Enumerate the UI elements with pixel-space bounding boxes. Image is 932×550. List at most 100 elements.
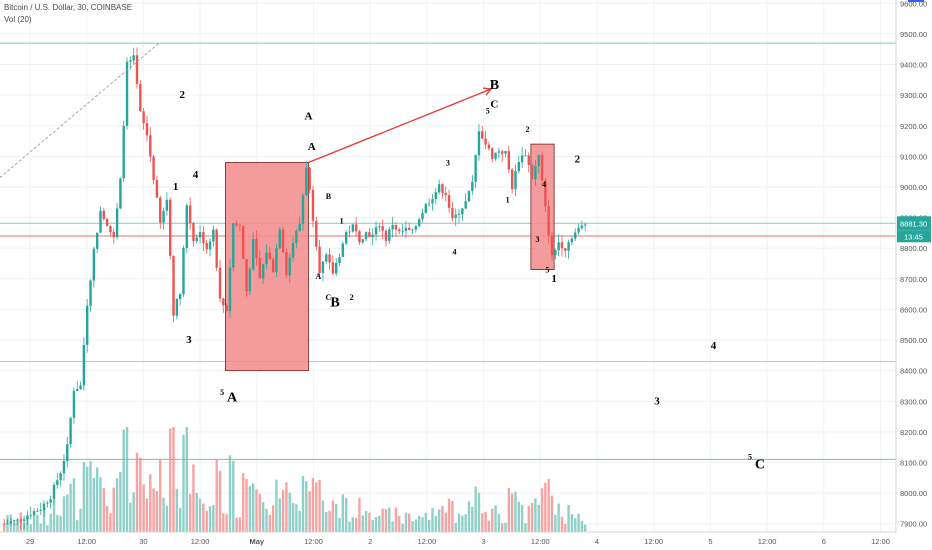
annotation-rectangles xyxy=(225,143,555,372)
volume-bar xyxy=(228,455,232,532)
volume-bar xyxy=(139,457,142,532)
volume-bar xyxy=(52,500,56,532)
volume-bar xyxy=(205,510,208,532)
candle-body xyxy=(298,223,301,231)
volume-bar xyxy=(248,486,252,532)
candle-body xyxy=(212,229,215,242)
time-tick-label: 12:00 xyxy=(77,537,96,546)
volume-bar xyxy=(411,521,414,532)
volume-bar xyxy=(510,493,514,532)
volume-bar xyxy=(188,493,192,532)
candle-body xyxy=(188,205,192,223)
volume-bar xyxy=(318,479,321,532)
price-tick-label: 8800.00 xyxy=(900,244,927,253)
candle-body xyxy=(89,280,92,306)
countdown-label: 13:45 xyxy=(904,232,923,241)
volume-bar xyxy=(364,510,368,532)
candle-body xyxy=(534,166,537,180)
candle-body xyxy=(245,258,248,292)
wave-label: C xyxy=(325,293,331,302)
volume-bar xyxy=(481,513,484,532)
volume-bar xyxy=(169,428,172,532)
candle-body xyxy=(457,214,461,215)
volume-indicator-label[interactable]: Vol (20) xyxy=(4,15,32,24)
grid xyxy=(0,0,896,532)
candle-body xyxy=(42,503,46,511)
volume-bar xyxy=(461,515,464,532)
volume-bar xyxy=(82,461,86,532)
candle-body xyxy=(441,184,444,193)
volume-bar xyxy=(454,522,457,532)
price-tick-label: 8200.00 xyxy=(900,428,927,437)
price-axis-background xyxy=(896,0,932,550)
candle-body xyxy=(242,226,245,259)
volume-bar xyxy=(408,513,411,532)
volume-bar xyxy=(305,481,308,532)
corner-marker xyxy=(908,0,924,2)
price-axis[interactable]: 7900.00 8000.00 8100.00 8200.00 8300.00 8400.… xyxy=(895,0,932,550)
candle-body xyxy=(32,511,36,516)
volume-bar xyxy=(16,519,19,532)
volume-bar xyxy=(580,520,584,532)
volume-bar xyxy=(427,519,431,532)
volume-bar xyxy=(351,517,354,532)
candle-body xyxy=(26,515,29,520)
volume-bar xyxy=(471,506,474,532)
candle-body xyxy=(501,151,504,154)
volume-bar xyxy=(76,520,79,532)
countdown-box xyxy=(897,230,931,243)
volume-bar xyxy=(328,510,331,532)
trend-lines xyxy=(0,42,493,179)
volume-bar xyxy=(358,497,361,532)
volume-bar xyxy=(291,502,295,532)
candle-body xyxy=(132,55,135,61)
volume-bar xyxy=(381,508,384,532)
candle-body xyxy=(271,259,275,273)
volume-bar xyxy=(547,479,550,532)
candle-body xyxy=(487,144,491,149)
candle-body xyxy=(129,60,132,62)
volume-bar xyxy=(281,490,285,532)
wave-label: 3 xyxy=(536,235,540,244)
candle-body xyxy=(105,218,109,227)
candle-body xyxy=(427,203,431,205)
volume-bar xyxy=(288,492,291,532)
red-trend-arrow xyxy=(308,88,492,164)
volume-bar xyxy=(62,496,66,532)
candle-body xyxy=(444,192,447,196)
candle-body xyxy=(59,473,62,481)
time-tick-label: 4 xyxy=(595,537,599,546)
candle-body xyxy=(507,151,511,170)
candle-body xyxy=(530,165,534,180)
volume-bar xyxy=(278,498,281,532)
candle-body xyxy=(408,227,411,231)
symbol-title[interactable]: Bitcoin / U.S. Dollar, 30, COINBASE xyxy=(4,3,133,12)
time-tick-label: 12:00 xyxy=(644,537,663,546)
volume-bar xyxy=(185,427,188,532)
volume-bar xyxy=(115,478,119,532)
volume-bar xyxy=(464,514,467,532)
volume-bar xyxy=(12,522,16,532)
candle-body xyxy=(192,222,195,241)
volume-bar xyxy=(135,452,139,532)
candle-body xyxy=(477,131,481,156)
wave-label: C xyxy=(490,98,498,110)
time-tick-label: 12:00 xyxy=(871,537,890,546)
candle-body xyxy=(514,171,517,190)
candle-body xyxy=(524,155,527,157)
candle-body xyxy=(16,519,19,521)
candle-body xyxy=(22,519,26,521)
time-axis[interactable]: 29 12:00 30 12:00 May 12:00 2 12:00 3 12:00 4 12:00… xyxy=(0,531,932,550)
candle-body xyxy=(208,241,212,250)
price-tick-label: 8000.00 xyxy=(900,489,927,498)
candle-body xyxy=(550,235,554,256)
candle-body xyxy=(119,178,122,209)
candle-body xyxy=(497,151,501,153)
wave-label: B xyxy=(490,78,499,93)
volume-bars xyxy=(3,427,587,532)
candle-body xyxy=(491,148,494,159)
volume-bar xyxy=(550,495,554,532)
time-tick-label: 29 xyxy=(26,537,34,546)
